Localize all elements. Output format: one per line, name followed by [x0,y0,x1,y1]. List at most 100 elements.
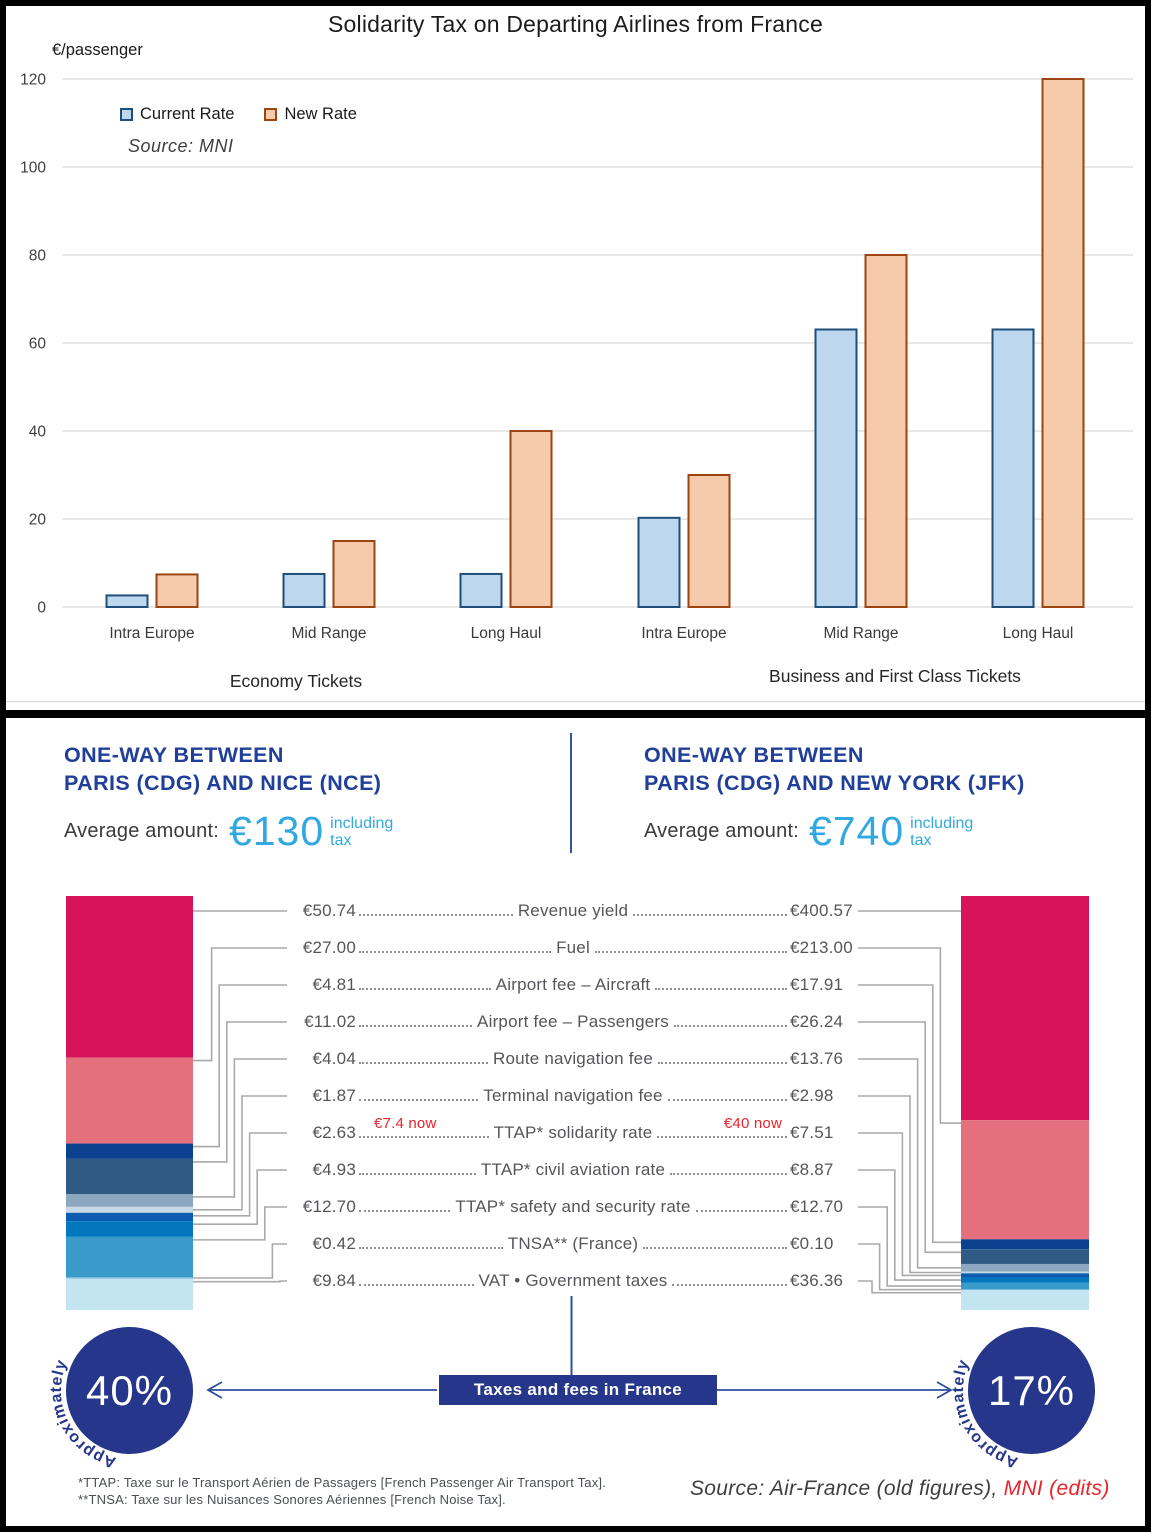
fee-amount-left: €4.81 [312,975,356,994]
taxes-share-circle-right: 17% Approximately [950,1327,1095,1471]
fee-label: Revenue yield [517,901,629,920]
percent-value: 40% [85,1366,174,1414]
connector-right [858,947,961,1124]
fee-amount-right: €13.76 [790,1049,844,1068]
route-title-left-line2: PARIS (CDG) AND NICE (NCE) [64,771,382,795]
connector-left [193,1095,287,1211]
connector-left [193,1132,287,1217]
y-tick-label: 100 [20,160,46,177]
segment-left [66,1221,193,1237]
connector-right [858,1243,961,1291]
frame-right [1145,0,1151,1532]
connector-right [858,1058,961,1269]
fee-label: Airport fee – Passengers [477,1012,669,1031]
bar-current-rate [282,572,326,608]
leader-dots [359,1099,479,1101]
segment-right [961,1273,1089,1278]
fee-amount-right: €12.70 [790,1197,844,1216]
segment-right [961,1277,1089,1283]
chart-source: Source: MNI [128,136,234,156]
leader-dots [359,951,552,953]
fee-amount-left: €27.00 [302,938,356,957]
approximately-label: Approximately [48,1357,117,1471]
leader-dots [359,1284,474,1286]
fee-amount-left: €11.02 [304,1012,356,1031]
fee-amount-right: €7.51 [790,1123,834,1142]
fee-amount-right: €17.91 [790,975,844,994]
fee-row: €12.70 TTAP* safety and security rate €12.… [292,1196,854,1218]
fee-row: €9.84 VAT • Government taxes €36.36 [292,1270,854,1292]
fee-amount-left: €9.84 [312,1271,356,1290]
leader-dots [359,1247,503,1249]
fee-amount-right: €26.24 [790,1012,844,1031]
leader-dots [594,951,787,953]
bar-current-rate [105,594,149,608]
segment-right [961,1239,1089,1250]
segment-right [961,896,1089,1121]
connector-left [193,1206,287,1241]
y-tick-label: 40 [29,424,47,441]
taxes-share-circle-left: 40% Approximately [48,1327,193,1471]
fee-label: Terminal navigation fee [483,1086,663,1105]
arrow-right-head-icon [936,1381,953,1399]
y-tick-label: 20 [29,512,47,529]
footnote-ttap: *TTAP: Taxe sur le Transport Aérien de P… [78,1475,607,1490]
leader-dots [359,1062,489,1064]
average-amount-value: €740 [808,808,905,854]
fee-amount-right: €36.36 [790,1271,844,1290]
fee-amount-left: €0.42 [312,1234,356,1253]
bar-current-rate [814,328,858,608]
chart-legend: Current Rate New Rate [120,105,357,124]
fee-row: €0.42 TNSA** (France) €0.10 [292,1233,854,1255]
average-amount-label: Average amount: [644,820,799,842]
segment-left [66,1277,193,1279]
leader-dots [359,988,491,990]
leader-dots [359,1025,473,1027]
connector-left [193,1169,287,1225]
source-text: Source: Air-France (old figures), [690,1477,1004,1500]
taxes-fees-banner: Taxes and fees in France [439,1375,717,1405]
fee-amount-left: €1.87 [312,1086,356,1105]
bar-current-rate [991,328,1035,608]
legend-item-new-rate: New Rate [264,105,357,124]
fee-label: VAT • Government taxes [478,1271,668,1290]
solidarity-tax-bar-chart: 0 20 40 60 80 100 120 Intra Europe Mid Range Long… [20,72,1133,691]
leader-dots [670,1173,788,1175]
leader-dots [672,1284,787,1286]
chart-title: Solidarity Tax on Departing Airlines fro… [328,11,823,37]
bar-new-rate [687,474,731,608]
segment-left [66,1236,193,1278]
fee-amount-right: €213.00 [790,938,853,957]
leader-dots [633,914,787,916]
connector-right [858,1280,961,1294]
group-label: Economy Tickets [230,671,363,691]
svg-text:Approximately: Approximately [950,1357,1020,1471]
bar-current-rate [459,572,503,608]
legend-item-current-rate: Current Rate [120,105,234,124]
arrow-left-head-icon [206,1381,223,1399]
bar-new-rate [155,573,199,609]
route-title-right: ONE-WAY BETWEEN PARIS (CDG) AND NEW YORK… [644,741,1151,797]
fee-amount-left: €50.74 [302,901,356,920]
fee-amount-left: €4.04 [312,1049,356,1068]
fee-label: Airport fee – Aircraft [495,975,651,994]
route-title-left-line1: ONE-WAY BETWEEN [64,743,284,767]
legend-label: New Rate [284,105,357,123]
fee-row: €4.93 TTAP* civil aviation rate €8.87 [292,1159,854,1181]
y-tick-label: 120 [20,72,46,89]
frame-top [0,0,1151,6]
fee-amount-right: €0.10 [790,1234,834,1253]
fee-amount-right: €8.87 [790,1160,834,1179]
bar-current-rate [637,516,681,609]
panel-divider [0,710,1151,718]
connector-left [193,947,287,1062]
y-tick-label: 60 [29,336,47,353]
approximately-arc-right: Approximately [950,1357,1020,1471]
fee-label: TNSA** (France) [507,1234,639,1253]
segment-left [66,896,193,1058]
handwritten-note-left: €7.4 now [374,1115,437,1132]
new-rate-swatch-icon [264,108,278,121]
fee-row: €50.74 Revenue yield €400.57 [292,900,854,922]
connector-left [193,984,287,1148]
frame-bottom [0,1526,1151,1532]
